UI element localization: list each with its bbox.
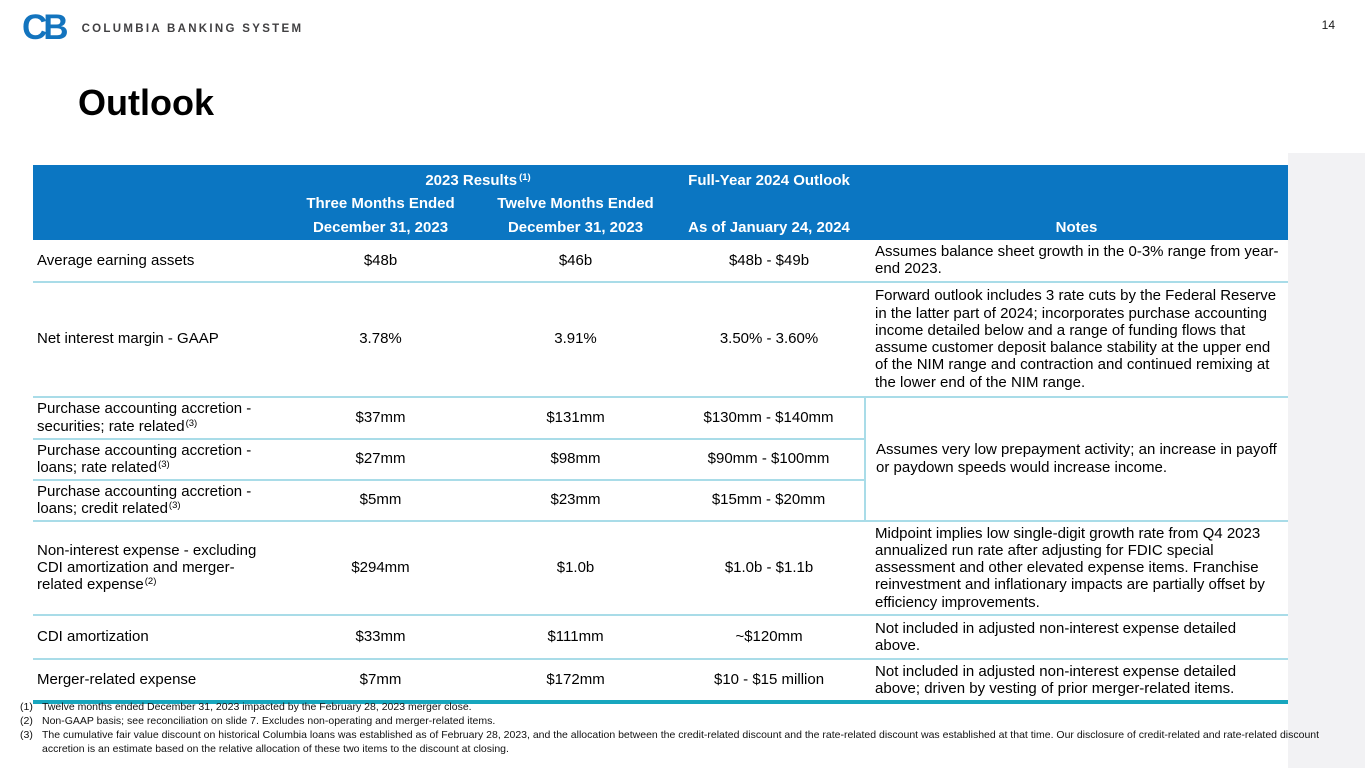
value-fy-2023: $1.0b	[478, 520, 674, 616]
footnote-ref-1: (1)	[519, 171, 531, 183]
value-fy-2023: $131mm	[478, 396, 674, 440]
note-cell: Midpoint implies low single-digit growth…	[865, 520, 1289, 616]
footnote-3: (3) The cumulative fair value discount o…	[20, 729, 1365, 757]
value-fy-2023: $23mm	[478, 479, 674, 522]
table-row-paa-loans-credit: Purchase accounting accretion - loans; c…	[33, 479, 1288, 522]
value-outlook-2024: $130mm - $140mm	[673, 396, 866, 440]
merged-note-cell: Assumes very low prepayment activity; an…	[864, 396, 1289, 522]
table-row-paa-loans-rate: Purchase accounting accretion - loans; r…	[33, 438, 1288, 481]
value-q4-2023: $5mm	[283, 479, 478, 522]
value-outlook-2024: ~$120mm	[673, 614, 866, 660]
header-2023-results: 2023 Results (1)	[283, 165, 674, 191]
value-outlook-2024: $90mm - $100mm	[673, 438, 866, 481]
table-row-merger-related-expense: Merger-related expense $7mm $172mm $10 -…	[33, 658, 1289, 705]
footnote-1: (1) Twelve months ended December 31, 202…	[20, 701, 1365, 715]
footnote-text: The cumulative fair value discount on hi…	[42, 728, 1320, 755]
footnote-2: (2) Non-GAAP basis; see reconciliation o…	[20, 715, 1365, 729]
note-cell: Assumes balance sheet growth in the 0-3%…	[865, 240, 1289, 283]
row-label: Purchase accounting accretion - loans; c…	[33, 479, 283, 522]
value-outlook-2024: $1.0b - $1.1b	[673, 520, 866, 616]
outlook-table: 2023 Results (1) Full-Year 2024 Outlook T…	[33, 165, 1289, 705]
right-gray-panel	[1288, 153, 1365, 768]
row-label: Purchase accounting accretion - loans; r…	[33, 438, 283, 481]
header-three-months-date: December 31, 2023	[283, 215, 478, 240]
value-q4-2023: $7mm	[283, 658, 478, 705]
value-q4-2023: $33mm	[283, 614, 478, 660]
row-label: Purchase accounting accretion - securiti…	[33, 396, 283, 440]
footnotes: (1) Twelve months ended December 31, 202…	[20, 701, 1365, 757]
header-spacer	[33, 165, 283, 191]
row-label: Average earning assets	[33, 240, 283, 283]
footnote-ref-3: (3)	[185, 417, 198, 429]
company-name: COLUMBIA BANKING SYSTEM	[81, 23, 304, 35]
table-row-cdi-amortization: CDI amortization $33mm $111mm ~$120mm No…	[33, 614, 1289, 660]
note-cell: Not included in adjusted non-interest ex…	[865, 658, 1289, 705]
page-title: Outlook	[78, 82, 214, 123]
row-label: CDI amortization	[33, 614, 283, 660]
table-row-paa-securities-rate: Purchase accounting accretion - securiti…	[33, 396, 1289, 522]
table-row-non-interest-expense: Non-interest expense - excluding CDI amo…	[33, 520, 1289, 616]
header-spacer	[865, 191, 1289, 215]
header-twelve-months-date: December 31, 2023	[478, 215, 674, 240]
footnote-text: Twelve months ended December 31, 2023 im…	[42, 701, 472, 713]
value-fy-2023: $46b	[478, 240, 674, 283]
footnote-ref-2: (2)	[144, 576, 157, 588]
value-outlook-2024: $15mm - $20mm	[673, 479, 866, 522]
value-outlook-2024: $10 - $15 million	[673, 658, 866, 705]
page-number: 14	[1321, 18, 1335, 32]
header-outlook-asof: As of January 24, 2024	[673, 215, 866, 240]
header-notes: Notes	[865, 215, 1289, 240]
footnote-marker: (1)	[20, 701, 33, 713]
header-spacer	[865, 165, 1289, 191]
cb-monogram-icon: CB	[22, 8, 69, 47]
note-cell: Forward outlook includes 3 rate cuts by …	[865, 281, 1289, 398]
value-fy-2023: 3.91%	[478, 281, 674, 398]
row-label: Net interest margin - GAAP	[33, 281, 283, 398]
header-spacer	[673, 191, 866, 215]
value-q4-2023: $294mm	[283, 520, 478, 616]
footnote-ref-3: (3)	[168, 500, 181, 511]
footnote-marker: (2)	[20, 714, 33, 727]
note-cell: Not included in adjusted non-interest ex…	[865, 614, 1289, 660]
value-outlook-2024: $48b - $49b	[673, 240, 866, 283]
value-fy-2023: $98mm	[478, 438, 674, 481]
value-fy-2023: $172mm	[478, 658, 674, 705]
header-spacer	[33, 191, 283, 215]
footnote-text: Non-GAAP basis; see reconciliation on sl…	[42, 714, 496, 727]
value-q4-2023: $27mm	[283, 438, 478, 481]
row-label: Non-interest expense - excluding CDI amo…	[33, 520, 283, 616]
table-row-average-earning-assets: Average earning assets $48b $46b $48b - …	[33, 240, 1289, 283]
header-twelve-months: Twelve Months Ended	[478, 191, 674, 215]
header-three-months: Three Months Ended	[283, 191, 478, 215]
footnote-marker: (3)	[20, 728, 33, 741]
value-outlook-2024: 3.50% - 3.60%	[673, 281, 866, 398]
footnote-ref-3: (3)	[158, 459, 170, 470]
company-logo: CB COLUMBIA BANKING SYSTEM	[22, 10, 303, 45]
table-header: 2023 Results (1) Full-Year 2024 Outlook T…	[33, 165, 1289, 240]
table-row-net-interest-margin: Net interest margin - GAAP 3.78% 3.91% 3…	[33, 281, 1289, 398]
value-q4-2023: $37mm	[283, 396, 478, 440]
value-q4-2023: 3.78%	[283, 281, 478, 398]
value-fy-2023: $111mm	[478, 614, 674, 660]
value-q4-2023: $48b	[283, 240, 478, 283]
header-fy2024-outlook: Full-Year 2024 Outlook	[673, 165, 866, 191]
row-label: Merger-related expense	[33, 658, 283, 705]
header-spacer	[33, 215, 283, 240]
